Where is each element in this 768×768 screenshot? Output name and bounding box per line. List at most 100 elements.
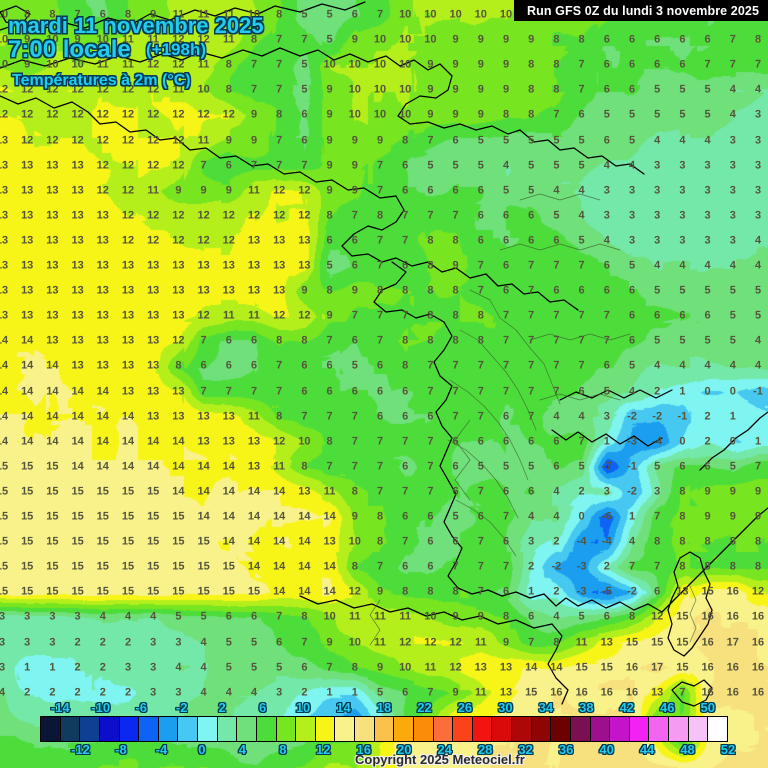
grid-temperature-value: 5 bbox=[276, 661, 283, 674]
grid-temperature-value: 7 bbox=[376, 159, 384, 172]
grid-temperature-value: 4 bbox=[704, 134, 711, 146]
grid-temperature-value: -2 bbox=[652, 410, 663, 423]
grid-temperature-value: 8 bbox=[250, 33, 258, 46]
grid-temperature-value: 3 bbox=[654, 209, 661, 222]
grid-temperature-value: 2 bbox=[704, 410, 711, 423]
grid-temperature-value: 6 bbox=[351, 385, 358, 397]
grid-temperature-value: 14 bbox=[0, 435, 9, 448]
grid-temperature-value: 12 bbox=[424, 636, 437, 648]
grid-temperature-value: 6 bbox=[250, 610, 258, 623]
grid-temperature-value: 7 bbox=[477, 535, 484, 548]
grid-temperature-value: 7 bbox=[301, 33, 308, 46]
grid-temperature-value: 7 bbox=[502, 560, 510, 573]
grid-temperature-value: 8 bbox=[679, 510, 686, 523]
grid-temperature-value: -2 bbox=[627, 410, 637, 423]
grid-temperature-value: 3 bbox=[704, 184, 711, 197]
grid-temperature-value: 15 bbox=[71, 560, 84, 573]
grid-temperature-value: 14 bbox=[222, 485, 235, 498]
grid-temperature-value: 7 bbox=[578, 435, 585, 448]
grid-temperature-value: 9 bbox=[502, 83, 510, 96]
grid-temperature-value: 13 bbox=[247, 234, 261, 247]
grid-temperature-value: 17 bbox=[651, 661, 664, 674]
grid-temperature-value: 16 bbox=[726, 610, 739, 623]
grid-temperature-value: 14 bbox=[273, 485, 286, 498]
grid-temperature-value: 9 bbox=[452, 686, 459, 699]
colorbar-tick-label: 52 bbox=[720, 742, 736, 757]
grid-temperature-value: 6 bbox=[326, 385, 333, 397]
grid-temperature-value: 8 bbox=[654, 535, 661, 548]
grid-temperature-value: 7 bbox=[427, 134, 434, 146]
colorbar-tick-label: -14 bbox=[50, 700, 70, 715]
grid-temperature-value: 2 bbox=[99, 661, 106, 674]
grid-temperature-value: 5 bbox=[301, 8, 308, 21]
grid-temperature-value: 13 bbox=[121, 359, 135, 372]
grid-temperature-value: 12 bbox=[222, 209, 235, 222]
grid-temperature-value: 3 bbox=[150, 661, 157, 674]
grid-temperature-value: 2 bbox=[74, 686, 81, 699]
grid-temperature-value: 7 bbox=[301, 159, 308, 172]
grid-temperature-value: 7 bbox=[427, 385, 434, 397]
grid-temperature-value: 1 bbox=[628, 510, 636, 523]
grid-temperature-value: 9 bbox=[24, 33, 31, 46]
grid-temperature-value: 9 bbox=[200, 184, 207, 197]
grid-temperature-value: 14 bbox=[273, 535, 286, 548]
colorbar-tick-label: -6 bbox=[135, 700, 147, 715]
grid-temperature-value: 11 bbox=[222, 309, 235, 322]
grid-temperature-value: 5 bbox=[729, 309, 736, 322]
grid-temperature-value: 6 bbox=[603, 610, 610, 623]
grid-temperature-value: 5 bbox=[175, 610, 182, 623]
grid-temperature-value: -5 bbox=[601, 585, 612, 598]
grid-temperature-value: 10 bbox=[424, 33, 437, 46]
grid-temperature-value: 14 bbox=[298, 560, 311, 573]
grid-temperature-value: 14 bbox=[550, 661, 563, 674]
grid-temperature-value: 11 bbox=[424, 661, 437, 674]
grid-temperature-value: 9 bbox=[452, 108, 459, 121]
grid-temperature-value: 0 bbox=[578, 510, 585, 523]
grid-temperature-value: 11 bbox=[273, 460, 286, 473]
grid-temperature-value: 15 bbox=[625, 636, 639, 648]
grid-temperature-value: 6 bbox=[452, 435, 459, 448]
grid-temperature-value: 12 bbox=[172, 209, 185, 222]
grid-temperature-value: 1 bbox=[754, 435, 762, 448]
grid-temperature-value: 5 bbox=[679, 284, 686, 297]
grid-temperature-value: 10 bbox=[348, 535, 361, 548]
grid-temperature-value: 3 bbox=[276, 686, 283, 699]
grid-temperature-value: 8 bbox=[704, 560, 711, 573]
grid-temperature-value: 3 bbox=[49, 636, 56, 648]
grid-temperature-value: 8 bbox=[679, 535, 686, 548]
colorbar-tick-label: 20 bbox=[397, 742, 412, 757]
grid-temperature-value: 7 bbox=[477, 284, 484, 297]
grid-temperature-value: 9 bbox=[452, 610, 459, 623]
parameter-label: Températures à 2m (°C) bbox=[12, 72, 191, 89]
grid-temperature-value: -2 bbox=[627, 585, 637, 598]
grid-temperature-value: 9 bbox=[326, 159, 333, 172]
grid-temperature-value: 7 bbox=[452, 359, 459, 372]
grid-temperature-value: 13 bbox=[96, 359, 109, 372]
grid-temperature-value: 15 bbox=[46, 460, 59, 473]
grid-temperature-value: 15 bbox=[600, 661, 613, 674]
grid-temperature-value: 4 bbox=[628, 159, 636, 172]
grid-temperature-value: 6 bbox=[452, 535, 459, 548]
grid-temperature-value: 13 bbox=[46, 209, 59, 222]
grid-temperature-value: 7 bbox=[528, 385, 535, 397]
grid-temperature-value: 13 bbox=[21, 309, 34, 322]
colorbar-swatch bbox=[472, 717, 493, 741]
grid-temperature-value: 15 bbox=[0, 535, 9, 548]
grid-temperature-value: 12 bbox=[197, 309, 210, 322]
grid-temperature-value: 9 bbox=[427, 58, 434, 71]
grid-temperature-value: 5 bbox=[376, 686, 384, 699]
grid-temperature-value: 9 bbox=[376, 661, 384, 674]
colorbar-tick-label: 16 bbox=[356, 742, 371, 757]
grid-temperature-value: 3 bbox=[729, 134, 736, 146]
grid-temperature-value: 15 bbox=[46, 510, 59, 523]
grid-temperature-value: 4 bbox=[99, 610, 106, 623]
grid-temperature-value: 9 bbox=[351, 134, 358, 146]
grid-temperature-value: 6 bbox=[402, 259, 409, 272]
grid-temperature-value: 7 bbox=[553, 108, 560, 121]
grid-temperature-value: 15 bbox=[0, 485, 9, 498]
grid-temperature-value: 13 bbox=[676, 585, 689, 598]
grid-temperature-value: 4 bbox=[578, 184, 585, 197]
grid-temperature-value: 8 bbox=[351, 560, 358, 573]
grid-temperature-value: 14 bbox=[323, 585, 336, 598]
grid-temperature-value: -2 bbox=[551, 560, 562, 573]
